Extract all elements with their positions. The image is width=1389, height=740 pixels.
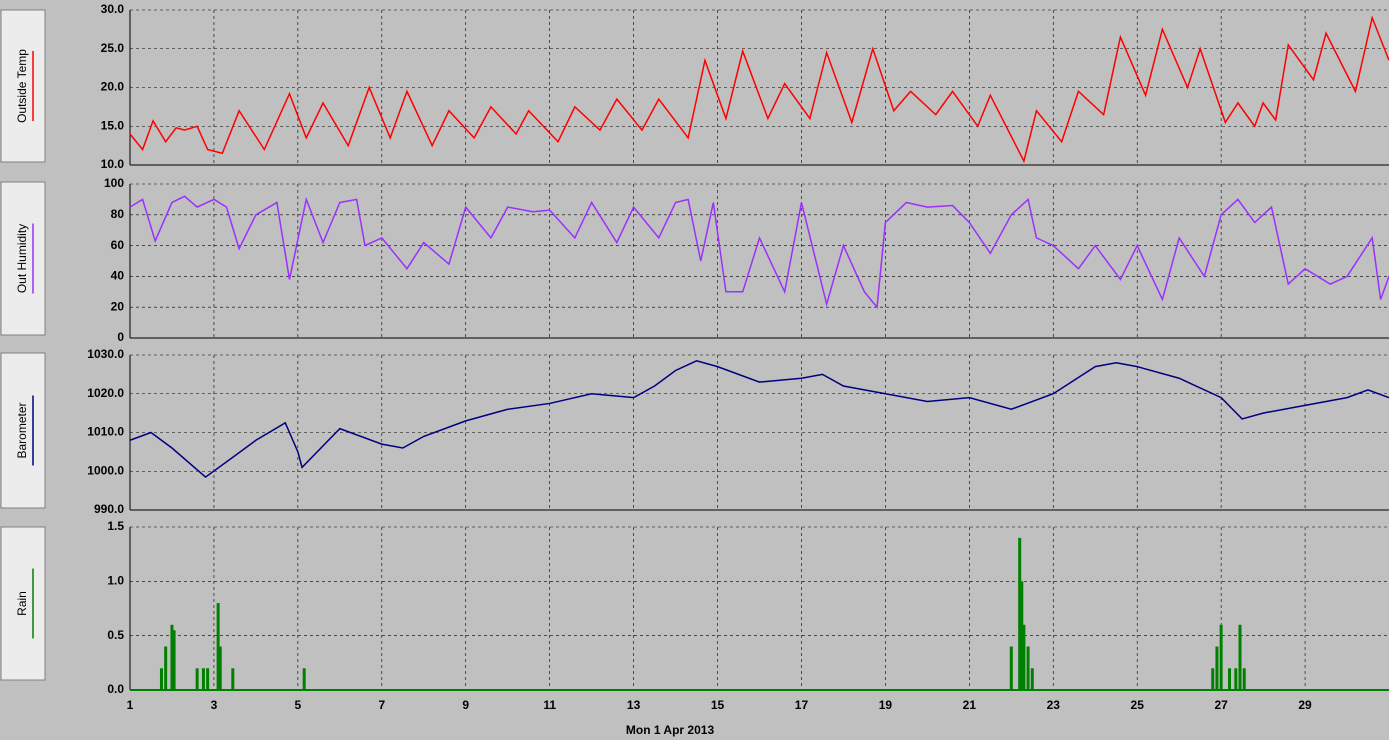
y-tick-label: 0	[117, 330, 124, 344]
series-button: Barometer	[0, 352, 46, 509]
y-tick-label: 25.0	[101, 41, 125, 55]
data-line	[129, 15, 1389, 164]
y-tick-label: 1030.0	[87, 347, 124, 361]
bar	[201, 668, 205, 690]
bar	[1009, 646, 1013, 690]
y-tick-label: 60	[111, 238, 125, 252]
x-tick-label: 27	[1214, 698, 1228, 712]
legend-label: Barometer	[15, 402, 29, 458]
y-tick-label: 1.5	[107, 519, 124, 533]
x-tick-label: 3	[211, 698, 218, 712]
x-tick-label: 15	[711, 698, 725, 712]
button-frame	[0, 352, 46, 509]
bar	[170, 624, 174, 690]
legend-label: Rain	[15, 591, 29, 616]
y-tick-label: 15.0	[101, 118, 125, 132]
bar	[1234, 668, 1238, 690]
button-frame	[0, 181, 46, 336]
data-line	[129, 360, 1389, 479]
series-button: Outside Temp	[0, 9, 46, 163]
bar	[172, 630, 176, 690]
y-tick-label: 20	[111, 299, 125, 313]
x-axis-label: Mon 1 Apr 2013	[626, 723, 715, 737]
x-tick-label: 19	[879, 698, 893, 712]
y-tick-label: 1.0	[107, 574, 124, 588]
x-tick-label: 7	[378, 698, 385, 712]
bar	[1219, 624, 1223, 690]
data-line	[129, 195, 1389, 310]
series-button: Out Humidity	[0, 181, 46, 336]
x-tick-label: 29	[1298, 698, 1312, 712]
x-tick-label: 23	[1047, 698, 1061, 712]
button-frame	[0, 9, 46, 163]
x-tick-label: 17	[795, 698, 809, 712]
x-tick-label: 11	[543, 698, 556, 712]
y-tick-label: 80	[111, 207, 125, 221]
y-tick-label: 1010.0	[87, 425, 124, 439]
bar	[1020, 581, 1024, 690]
bar	[1026, 646, 1030, 690]
y-tick-label: 1000.0	[87, 463, 124, 477]
bar	[302, 668, 306, 690]
y-tick-label: 100	[104, 176, 124, 190]
y-tick-label: 40	[111, 269, 125, 283]
y-tick-label: 30.0	[101, 2, 125, 16]
x-tick-label: 1	[127, 698, 134, 712]
bar	[1018, 537, 1022, 690]
bar	[1022, 624, 1026, 690]
y-tick-label: 990.0	[94, 502, 124, 516]
legend-label: Outside Temp	[15, 49, 29, 123]
bar	[218, 646, 222, 690]
bar	[206, 668, 210, 690]
x-tick-label: 21	[963, 698, 977, 712]
bar	[216, 603, 220, 690]
x-tick-label: 13	[627, 698, 641, 712]
y-tick-label: 0.0	[107, 682, 124, 696]
button-frame	[0, 526, 46, 681]
series-button: Rain	[0, 526, 46, 681]
x-tick-label: 5	[295, 698, 302, 712]
bar	[159, 668, 163, 690]
bar	[1238, 624, 1242, 690]
x-tick-label: 9	[462, 698, 469, 712]
y-tick-label: 20.0	[101, 80, 125, 94]
bar	[1228, 668, 1232, 690]
y-tick-label: 10.0	[101, 157, 125, 171]
bar	[195, 668, 199, 690]
legend-label: Out Humidity	[15, 224, 29, 293]
bar	[1211, 668, 1215, 690]
bar	[231, 668, 235, 690]
bar	[164, 646, 168, 690]
x-tick-label: 25	[1131, 698, 1145, 712]
y-tick-label: 1020.0	[87, 386, 124, 400]
bar	[1215, 646, 1219, 690]
y-tick-label: 0.5	[107, 628, 124, 642]
bar	[1030, 668, 1034, 690]
bar	[1242, 668, 1246, 690]
